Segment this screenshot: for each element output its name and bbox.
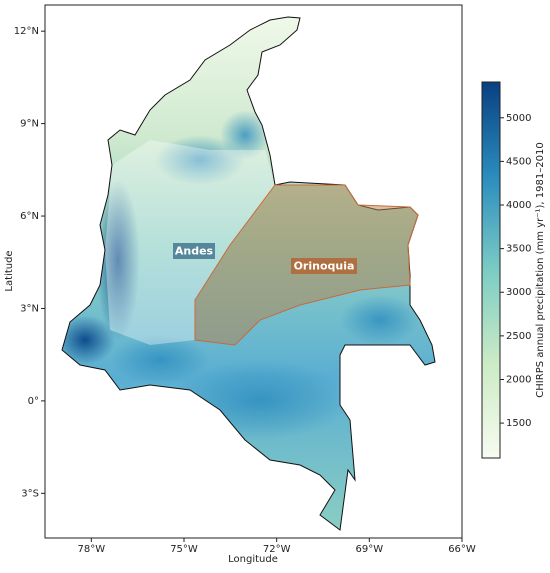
region-label-box (173, 243, 215, 259)
region-label: Orinoquia (294, 260, 355, 273)
x-tick-label: 75°W (170, 544, 198, 555)
y-tick-label: 6°N (20, 211, 39, 222)
colorbar-label: CHIRPS annual precipitation (mm yr⁻¹), 1… (535, 142, 546, 397)
colorbar-tick-label: 4000 (506, 200, 531, 211)
andes-region (105, 140, 275, 345)
y-tick-label: 9°N (20, 119, 39, 130)
y-axis-label: Latitude (4, 250, 15, 291)
region-label: Andes (175, 245, 214, 258)
colorbar-tick-label: 5000 (506, 113, 531, 124)
x-axis-label: Longitude (228, 554, 278, 565)
colorbar-tick-label: 4500 (506, 156, 531, 167)
colorbar-tick-label: 1500 (506, 418, 531, 429)
y-tick-label: 0° (28, 396, 39, 407)
colorbar-tick-label: 3000 (506, 287, 531, 298)
x-tick-label: 66°W (448, 544, 476, 555)
colorbar-tick-label: 3500 (506, 244, 531, 255)
colorbar (481, 81, 501, 459)
y-tick-label: 12°N (14, 26, 39, 37)
y-tick-label: 3°N (20, 303, 39, 314)
colorbar-tick-label: 2500 (506, 331, 531, 342)
y-tick-label: 3°S (21, 488, 39, 499)
region-label-box (291, 258, 357, 274)
x-tick-label: 72°W (263, 544, 291, 555)
colorbar-tick-label: 2000 (506, 374, 531, 385)
x-tick-label: 69°W (356, 544, 384, 555)
x-tick-label: 78°W (78, 544, 106, 555)
